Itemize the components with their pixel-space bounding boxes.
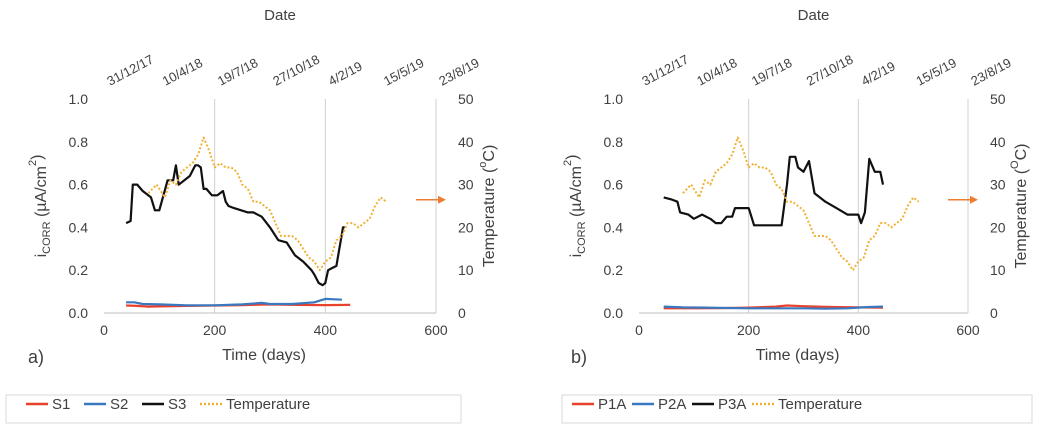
legend-label: S1 [52,396,70,413]
y-axis-title-part: i [33,254,50,258]
series-line-p3a [663,155,885,227]
top-date-tick-label: 10/4/18 [160,55,205,89]
x-axis-title: Time (days) [756,347,840,364]
legend-label: S3 [168,396,186,413]
legend-label: P1A [598,396,626,413]
y2-tick-label: 30 [990,177,1006,193]
y-tick-label: 1.0 [604,91,624,107]
legend-box [561,394,1033,424]
top-date-tick-label: 27/10/18 [804,52,856,89]
y2-tick-label: 20 [990,219,1006,235]
x-tick-label: 400 [314,322,338,338]
top-date-tick-label: 31/12/17 [104,52,156,89]
y-axis-title: iCORR (µA/cm2) [27,155,53,258]
y2-axis-title-part: C) [1013,143,1030,160]
arrow-head-icon [438,195,446,204]
y2-tick-label: 50 [458,91,474,107]
top-date-tick-label: 4/2/19 [326,58,365,88]
legend-label: P2A [658,396,686,413]
series-line-s3 [125,164,345,287]
y-axis-title-part: (µA/cm [33,166,50,221]
y2-axis-title-part: O [1009,160,1021,169]
top-date-tick-label: 27/10/18 [270,52,322,89]
top-date-tick-label: 19/7/18 [749,55,794,89]
y-tick-label: 0.6 [69,177,89,193]
y-axis-title-part: 2 [562,160,574,166]
y2-tick-label: 30 [458,177,474,193]
top-date-tick-label: 15/5/19 [914,55,959,89]
arrow-head-icon [970,195,978,204]
x-tick-label: 200 [203,322,227,338]
panel-label: a) [28,347,44,367]
series-line-s2 [126,297,342,307]
y-tick-label: 0.4 [69,219,89,235]
top-axis-title: Date [264,7,296,24]
y-tick-label: 0.0 [604,305,624,321]
x-tick-label: 0 [635,322,643,338]
top-date-tick-label: 19/7/18 [215,55,260,89]
top-date-tick-label: 23/8/19 [968,55,1013,89]
y2-axis-title-part: o [477,162,489,168]
top-date-tick-label: 15/5/19 [381,55,426,89]
chart-panel-1: 0 200 400 600 Time (days) 0.0 0.2 0.4 0.6 0.8 1.0 0… [5,7,498,424]
y-axis-title-part: (µA/cm [568,166,585,221]
y-tick-label: 0.2 [604,262,624,278]
y-tick-label: 0.0 [69,305,89,321]
y-axis-title-part: 2 [27,160,39,166]
y-tick-label: 0.8 [69,134,89,150]
y2-tick-label: 40 [458,134,474,150]
panel-label: b) [571,347,587,367]
x-tick-label: 400 [847,322,871,338]
top-axis-title: Date [798,7,830,24]
y-tick-label: 1.0 [69,91,89,107]
x-axis-title: Time (days) [222,347,306,364]
top-date-tick-label: 10/4/18 [694,55,739,89]
y2-axis-title: Temperature (OC) [1009,143,1030,268]
y-tick-label: 0.4 [604,219,624,235]
y-axis-title: iCORR (µA/cm2) [562,155,588,258]
top-date-tick-label: 31/12/17 [639,52,691,89]
series-line-temperature [147,136,387,272]
y2-tick-label: 10 [458,262,474,278]
y2-axis-title: Temperature (oC) [477,145,498,268]
legend-label: Temperature [226,396,310,413]
top-date-tick-label: 4/2/19 [859,58,898,88]
y2-tick-label: 50 [990,91,1006,107]
y2-tick-label: 40 [990,134,1006,150]
y-axis-title-part: i [568,254,585,258]
y-axis-title-part: CORR [576,221,588,253]
y2-tick-label: 0 [458,305,466,321]
x-tick-label: 600 [956,322,980,338]
y-axis-title-part: ) [564,155,581,160]
y2-axis-title-part: C) [481,145,498,162]
x-tick-label: 600 [424,322,448,338]
y2-tick-label: 10 [990,262,1006,278]
y-axis-title-part: CORR [41,221,53,253]
y-tick-label: 0.8 [604,134,624,150]
x-tick-label: 0 [100,322,108,338]
y-tick-label: 0.6 [604,177,624,193]
y2-tick-label: 20 [458,219,474,235]
y2-axis-title-part: Temperature ( [481,167,498,267]
legend-box [5,394,462,424]
series-line-p2a [663,305,884,310]
y-axis-title-part: ) [29,155,46,160]
x-tick-label: 200 [737,322,761,338]
y2-axis-title-part: Temperature ( [1013,168,1030,268]
chart-panel-2: 0 200 400 600 Time (days) 0.0 0.2 0.4 0.6 0.8 1.0 0… [561,7,1033,424]
legend-label: S2 [110,396,128,413]
top-date-tick-label: 23/8/19 [436,55,481,89]
legend-label: P3A [718,396,746,413]
y2-tick-label: 0 [990,305,998,321]
series-line-temperature [682,136,920,272]
y-tick-label: 0.2 [69,262,89,278]
legend-label: Temperature [778,396,862,413]
